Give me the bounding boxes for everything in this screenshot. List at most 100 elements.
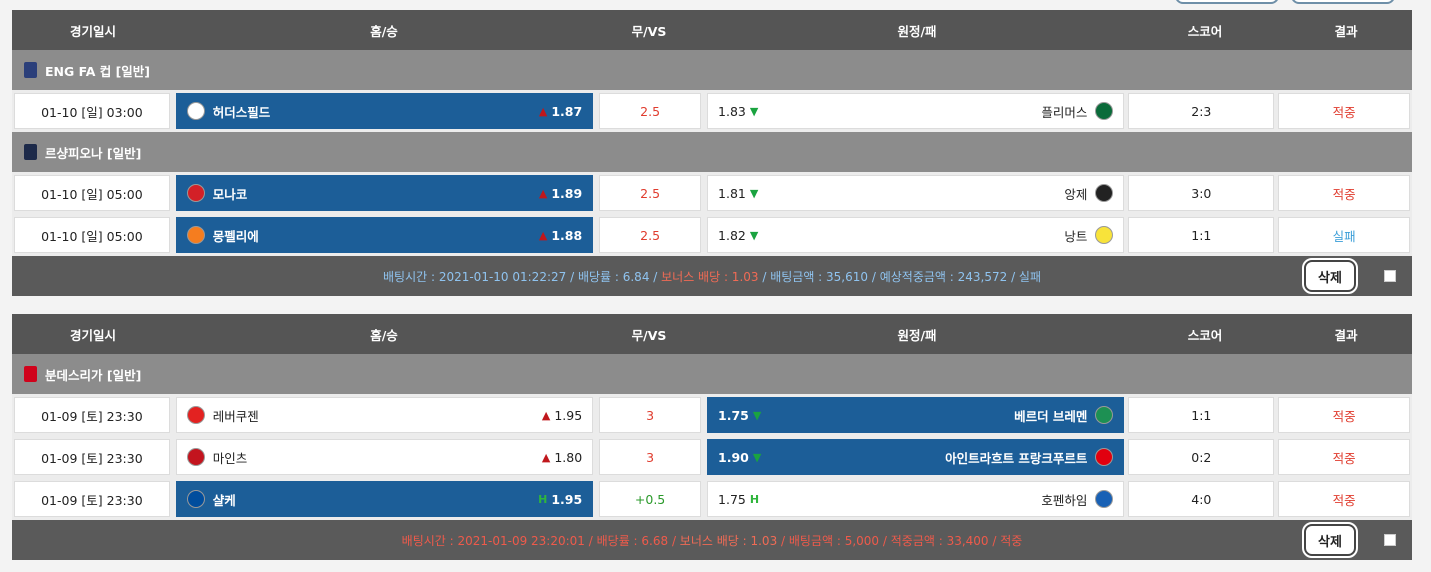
league-logo-icon: [24, 366, 37, 382]
team-crest-icon: [1095, 184, 1114, 202]
away-team: 호펜하임: [1041, 490, 1114, 509]
away-option[interactable]: 1.90 ▼ 아인트라흐트 프랑크푸르트: [707, 439, 1125, 475]
away-option[interactable]: 1.75 H 호펜하임: [707, 481, 1125, 517]
draw-option[interactable]: 2.5: [599, 175, 702, 211]
arrow-down-icon: ▼: [752, 450, 762, 464]
draw-option[interactable]: 2.5: [599, 93, 702, 129]
bet-slip: 경기일시 홈/승 무/VS 원정/패 스코어 결과 ENG FA 컵 [일반] 01-10 […: [12, 10, 1412, 296]
draw-option[interactable]: 3: [599, 439, 702, 475]
select-checkbox[interactable]: [1384, 270, 1396, 282]
table-row: 01-09 [토] 23:30 레버쿠젠 ▲ 1.95 3 1.75 ▼ 베르더 브레멘 1:1…: [12, 394, 1412, 436]
summary-odds: 배당률 : 6.84: [577, 269, 650, 284]
bet-summary: 배팅시간 : 2021-01-10 01:22:27 / 배당률 : 6.84 …: [12, 256, 1412, 296]
home-odds-value: 1.89: [551, 185, 583, 201]
match-date: 01-10 [일] 05:00: [14, 217, 170, 253]
draw-option[interactable]: 2.5: [599, 217, 702, 253]
home-team: 몽펠리에: [186, 226, 259, 245]
match-result: 실패: [1278, 217, 1410, 253]
away-team-name: 베르더 브레멘: [1014, 408, 1088, 424]
match-result: 적중: [1278, 175, 1410, 211]
home-odds: H 1.95: [538, 492, 582, 507]
summary-text: 배팅시간 : 2021-01-09 23:20:01 / 배당률 : 6.68 …: [12, 532, 1412, 549]
top-button-2[interactable]: [1291, 0, 1395, 4]
away-odds-value: 1.83: [718, 103, 746, 119]
team-crest-icon: [186, 490, 205, 508]
summary-separator: /: [988, 533, 1001, 548]
home-option[interactable]: 샬케 H 1.95: [175, 481, 594, 517]
summary-separator: /: [649, 269, 662, 284]
home-option[interactable]: 몽펠리에 ▲ 1.88: [175, 217, 594, 253]
away-option[interactable]: 1.81 ▼ 앙제: [707, 175, 1125, 211]
team-crest-icon: [186, 184, 205, 202]
league-name: ENG FA 컵 [일반]: [45, 63, 151, 79]
team-crest-icon: [186, 102, 205, 120]
home-odds-value: 1.95: [554, 407, 583, 423]
summary-separator: /: [566, 269, 578, 284]
home-team-name: 모나코: [212, 186, 248, 202]
away-option[interactable]: 1.75 ▼ 베르더 브레멘: [707, 397, 1125, 433]
arrow-down-icon: ▼: [749, 228, 759, 242]
summary-expected: 예상적중금액 : 243,572: [879, 269, 1008, 284]
match-score: 2:3: [1128, 93, 1275, 129]
league-header: ENG FA 컵 [일반]: [12, 50, 1412, 90]
away-team: 플리머스: [1041, 102, 1114, 121]
team-crest-icon: [1095, 448, 1114, 466]
away-odds: 1.90 ▼: [718, 450, 761, 465]
table-header: 경기일시 홈/승 무/VS 원정/패 스코어 결과: [12, 314, 1412, 354]
team-crest-icon: [1095, 490, 1114, 508]
delete-button[interactable]: 삭제: [1302, 258, 1358, 294]
home-option[interactable]: 모나코 ▲ 1.89: [175, 175, 594, 211]
handicap-icon: H: [538, 492, 548, 506]
away-option[interactable]: 1.83 ▼ 플리머스: [707, 93, 1125, 129]
summary-separator: /: [584, 533, 597, 548]
home-odds: ▲ 1.87: [539, 104, 582, 119]
match-result: 적중: [1278, 397, 1410, 433]
header-draw: 무/VS: [631, 327, 667, 343]
league-header: 르샹피오나 [일반]: [12, 132, 1412, 172]
header-result: 결과: [1334, 23, 1358, 39]
team-crest-icon: [1095, 226, 1114, 244]
header-away: 원정/패: [897, 23, 937, 39]
draw-option[interactable]: +0.5: [599, 481, 702, 517]
header-date: 경기일시: [69, 327, 116, 343]
summary-separator: /: [777, 533, 789, 548]
select-checkbox[interactable]: [1384, 534, 1396, 546]
bet-slip: 경기일시 홈/승 무/VS 원정/패 스코어 결과 분데스리가 [일반] 01-09 [토] …: [12, 314, 1412, 560]
away-odds-value: 1.90: [718, 449, 749, 465]
match-date: 01-10 [일] 03:00: [14, 93, 170, 129]
summary-time: 배팅시간 : 2021-01-09 23:20:01: [401, 533, 585, 548]
header-result: 결과: [1334, 327, 1358, 343]
summary-separator: /: [879, 533, 891, 548]
summary-status: 적중: [1000, 533, 1023, 548]
summary-time: 배팅시간 : 2021-01-10 01:22:27: [382, 269, 567, 284]
home-odds-value: 1.80: [554, 449, 583, 465]
home-option[interactable]: 마인츠 ▲ 1.80: [175, 439, 594, 475]
league-logo-icon: [24, 144, 37, 160]
match-result: 적중: [1278, 93, 1410, 129]
home-option[interactable]: 레버쿠젠 ▲ 1.95: [175, 397, 594, 433]
summary-expected: 적중금액 : 33,400: [890, 533, 989, 548]
header-away: 원정/패: [897, 327, 937, 343]
summary-text: 배팅시간 : 2021-01-10 01:22:27 / 배당률 : 6.84 …: [12, 268, 1412, 285]
match-score: 3:0: [1128, 175, 1275, 211]
league-name: 분데스리가 [일반]: [45, 367, 142, 383]
summary-amount: 배팅금액 : 5,000: [788, 533, 880, 548]
table-row: 01-10 [일] 05:00 몽펠리에 ▲ 1.88 2.5 1.82 ▼ 낭트 1:1 실패: [12, 214, 1412, 256]
summary-separator: /: [668, 533, 680, 548]
draw-option[interactable]: 3: [599, 397, 702, 433]
away-team-name: 낭트: [1064, 228, 1088, 244]
header-score: 스코어: [1187, 327, 1223, 343]
home-option[interactable]: 허더스필드 ▲ 1.87: [175, 93, 594, 129]
away-odds: 1.82 ▼: [718, 228, 758, 243]
away-team-name: 앙제: [1064, 186, 1088, 202]
top-button-1[interactable]: [1175, 0, 1279, 4]
away-odds: 1.81 ▼: [718, 186, 758, 201]
delete-button[interactable]: 삭제: [1302, 522, 1358, 558]
home-team-name: 샬케: [212, 492, 236, 508]
arrow-up-icon: ▲: [538, 228, 548, 242]
table-row: 01-09 [토] 23:30 마인츠 ▲ 1.80 3 1.90 ▼ 아인트라흐트 프랑크푸…: [12, 436, 1412, 478]
summary-separator: /: [1007, 269, 1019, 284]
away-odds-value: 1.82: [718, 227, 746, 243]
away-option[interactable]: 1.82 ▼ 낭트: [707, 217, 1125, 253]
away-team-name: 호펜하임: [1041, 492, 1088, 508]
